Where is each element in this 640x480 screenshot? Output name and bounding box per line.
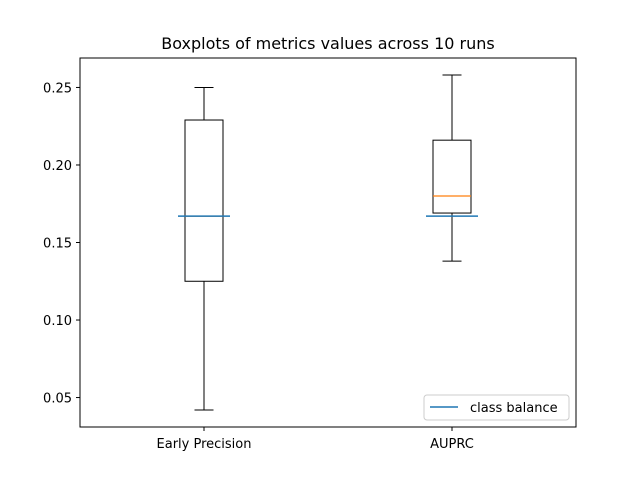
chart-title: Boxplots of metrics values across 10 run… [161, 34, 494, 53]
legend-frame [423, 394, 570, 421]
y-tick-label: 0.15 [43, 237, 72, 252]
x-tick-label: Early Precision [157, 437, 252, 452]
y-tick-label: 0.25 [43, 81, 72, 96]
legend-label-class-balance: class balance [470, 401, 558, 416]
box-iqr [432, 139, 472, 214]
box-iqr [184, 119, 224, 282]
y-tick-label: 0.05 [43, 392, 72, 407]
y-tick-label: 0.20 [43, 159, 72, 174]
x-tick-label: AUPRC [430, 437, 474, 452]
legend: class balance [423, 394, 570, 421]
y-tick-label: 0.10 [43, 314, 72, 329]
plot-frame [79, 57, 577, 428]
